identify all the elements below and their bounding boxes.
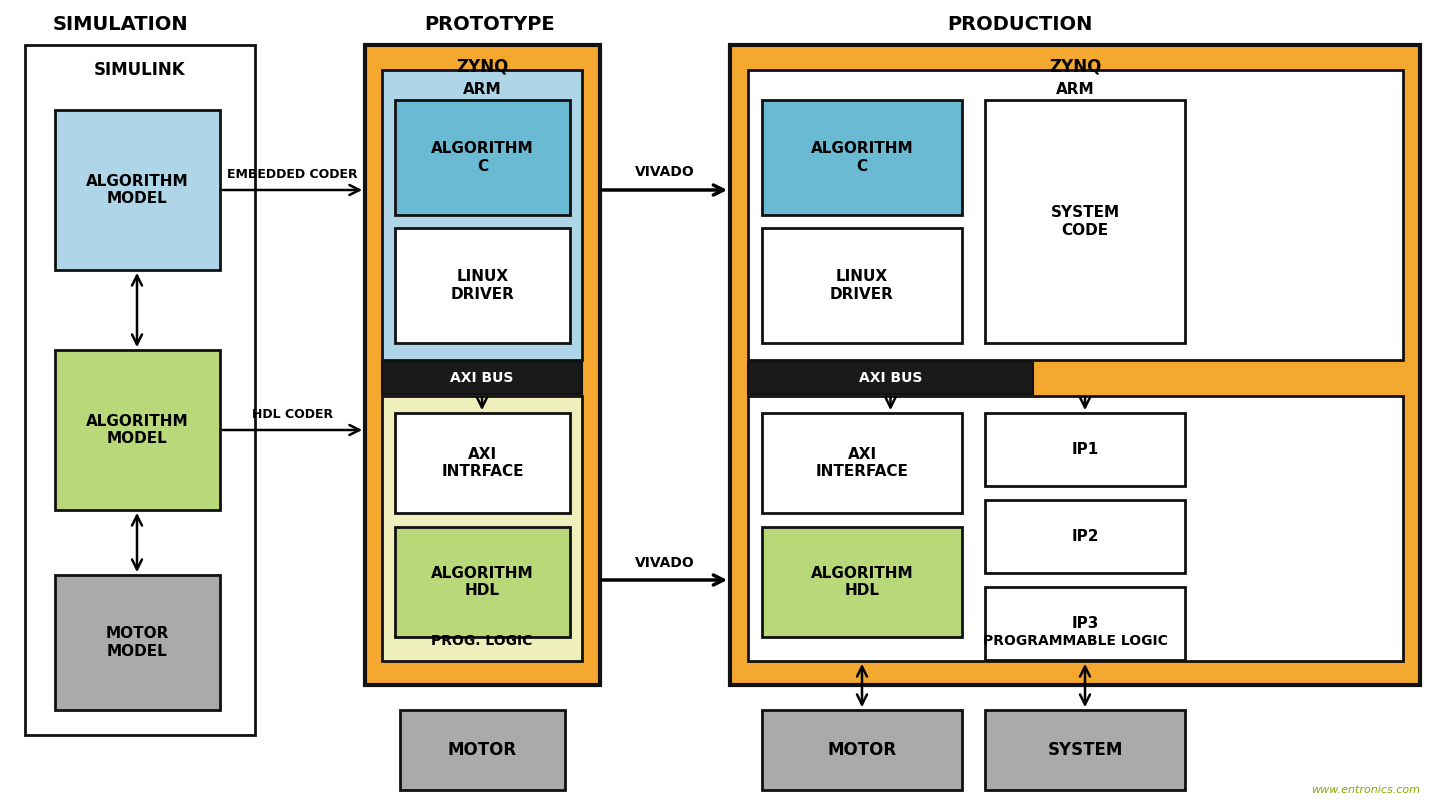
Text: PROG. LOGIC: PROG. LOGIC (431, 634, 533, 648)
Text: MOTOR: MOTOR (447, 741, 517, 759)
Text: ZYNQ: ZYNQ (456, 58, 508, 76)
Text: ALGORITHM
HDL: ALGORITHM HDL (810, 566, 913, 598)
Bar (55, 575, 221, 710)
Text: AXI
INTERFACE: AXI INTERFACE (816, 447, 909, 480)
Text: VIVADO: VIVADO (635, 165, 696, 179)
Text: AXI BUS: AXI BUS (858, 371, 922, 385)
Text: HDL CODER: HDL CODER (253, 409, 333, 422)
Bar (55, 110, 221, 270)
Text: IP3: IP3 (1072, 616, 1099, 631)
Bar (395, 228, 571, 343)
Text: IP1: IP1 (1072, 442, 1099, 457)
Text: AXI BUS: AXI BUS (450, 371, 514, 385)
Text: IP2: IP2 (1072, 529, 1099, 544)
Bar (382, 362, 582, 394)
Text: SYSTEM: SYSTEM (1047, 741, 1122, 759)
Bar (382, 396, 582, 661)
Text: EMBEDDED CODER: EMBEDDED CODER (227, 168, 357, 181)
Bar (762, 527, 963, 637)
Text: MOTOR: MOTOR (828, 741, 896, 759)
Bar (748, 362, 1032, 394)
Text: ALGORITHM
MODEL: ALGORITHM MODEL (86, 174, 189, 206)
Text: PROGRAMMABLE LOGIC: PROGRAMMABLE LOGIC (983, 634, 1167, 648)
Bar (984, 710, 1185, 790)
Text: www.entronics.com: www.entronics.com (1311, 785, 1420, 795)
Bar (748, 70, 1403, 360)
Bar (399, 710, 565, 790)
Text: ALGORITHM
HDL: ALGORITHM HDL (431, 566, 534, 598)
Bar (55, 350, 221, 510)
Text: ALGORITHM
C: ALGORITHM C (810, 141, 913, 174)
Text: ALGORITHM
C: ALGORITHM C (431, 141, 534, 174)
Text: SIMULINK: SIMULINK (94, 61, 186, 79)
Text: LINUX
DRIVER: LINUX DRIVER (450, 269, 514, 301)
Bar (748, 396, 1403, 661)
Bar (730, 45, 1420, 685)
Bar (984, 587, 1185, 660)
Text: VIVADO: VIVADO (635, 556, 696, 570)
Bar (25, 45, 256, 735)
Text: PROTOTYPE: PROTOTYPE (424, 15, 555, 35)
Text: ZYNQ: ZYNQ (1048, 58, 1101, 76)
Text: ARM: ARM (463, 82, 501, 98)
Bar (984, 413, 1185, 486)
Text: LINUX
DRIVER: LINUX DRIVER (831, 269, 894, 301)
Text: ARM: ARM (1056, 82, 1095, 98)
Bar (395, 413, 571, 513)
Text: SYSTEM
CODE: SYSTEM CODE (1050, 206, 1119, 238)
Text: SIMULATION: SIMULATION (52, 15, 187, 35)
Text: ALGORITHM
MODEL: ALGORITHM MODEL (86, 413, 189, 447)
Bar (984, 100, 1185, 343)
Bar (762, 710, 963, 790)
Text: AXI
INTRFACE: AXI INTRFACE (441, 447, 524, 480)
Bar (395, 527, 571, 637)
Bar (762, 228, 963, 343)
Bar (762, 100, 963, 215)
Text: MOTOR
MODEL: MOTOR MODEL (106, 626, 170, 659)
Bar (984, 500, 1185, 573)
Bar (395, 100, 571, 215)
Bar (364, 45, 600, 685)
Bar (762, 413, 963, 513)
Bar (382, 70, 582, 360)
Text: PRODUCTION: PRODUCTION (947, 15, 1093, 35)
